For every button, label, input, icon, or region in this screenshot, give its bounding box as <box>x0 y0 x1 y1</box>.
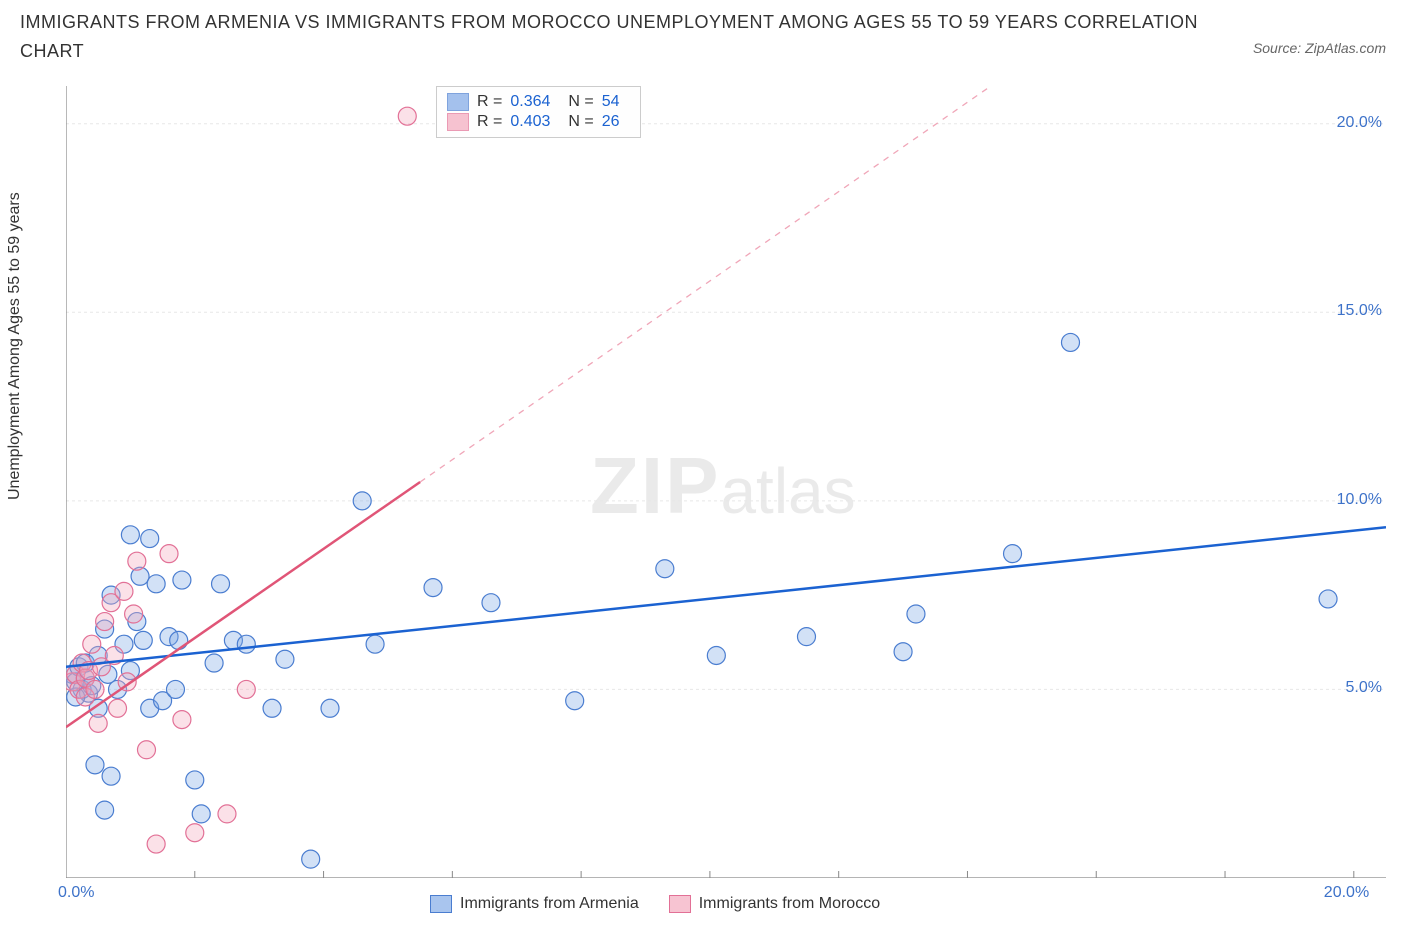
y-tick-label: 15.0% <box>1337 302 1382 320</box>
y-axis-label: Unemployment Among Ages 55 to 59 years <box>6 192 24 500</box>
swatch-armenia <box>430 895 452 913</box>
legend-r-label: R = <box>477 113 502 131</box>
x-tick-label: 0.0% <box>58 884 94 902</box>
legend-stats: R = 0.364 N = 54 R = 0.403 N = 26 <box>436 86 641 138</box>
legend-stats-armenia: R = 0.364 N = 54 <box>447 93 630 111</box>
y-tick-label: 5.0% <box>1346 679 1382 697</box>
y-tick-label: 10.0% <box>1337 491 1382 509</box>
legend-n-armenia: 54 <box>602 93 620 111</box>
legend-series: Immigrants from Armenia Immigrants from … <box>430 895 880 913</box>
legend-n-label: N = <box>568 113 593 131</box>
swatch-morocco <box>669 895 691 913</box>
legend-r-morocco: 0.403 <box>510 113 550 131</box>
legend-item-morocco: Immigrants from Morocco <box>669 895 880 913</box>
legend-n-morocco: 26 <box>602 113 620 131</box>
legend-stats-morocco: R = 0.403 N = 26 <box>447 113 630 131</box>
legend-label-armenia: Immigrants from Armenia <box>460 895 639 913</box>
legend-label-morocco: Immigrants from Morocco <box>699 895 880 913</box>
source-attribution: Source: ZipAtlas.com <box>1253 40 1386 56</box>
swatch-morocco <box>447 113 469 131</box>
legend-item-armenia: Immigrants from Armenia <box>430 895 639 913</box>
legend-r-armenia: 0.364 <box>510 93 550 111</box>
scatter-plot <box>66 86 1386 878</box>
chart-svg <box>66 86 1386 878</box>
legend-n-label: N = <box>568 93 593 111</box>
x-tick-label: 20.0% <box>1324 884 1369 902</box>
swatch-armenia <box>447 93 469 111</box>
y-tick-label: 20.0% <box>1337 114 1382 132</box>
chart-title: IMMIGRANTS FROM ARMENIA VS IMMIGRANTS FR… <box>20 8 1256 66</box>
legend-r-label: R = <box>477 93 502 111</box>
